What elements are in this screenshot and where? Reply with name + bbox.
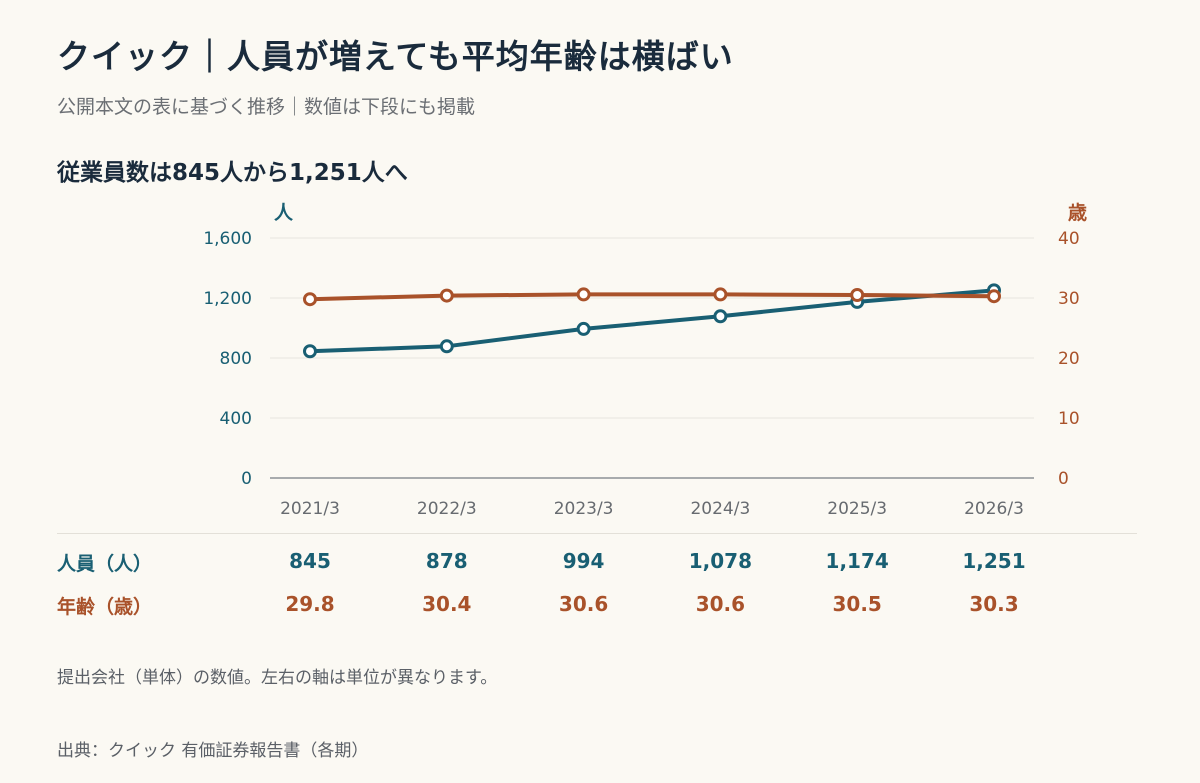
page-title: クイック｜人員が増えても平均年齢は横ばい [57,37,734,76]
right-tick-label: 40 [1058,229,1080,249]
headcount-table-cell: 878 [425,549,468,573]
left-tick-label: 1,600 [203,229,252,249]
table-divider [57,533,1137,534]
age-point [439,288,454,303]
series-lines [308,288,996,354]
x-tick-label: 2023/3 [554,499,614,519]
axes: 0 400 800 1,200 1,600 0 10 20 30 40 2021/3 2022/3 20… [203,229,1079,519]
age-table-cell: 30.4 [422,592,472,616]
headcount-table-cell: 1,251 [962,549,1026,573]
right-tick-label: 20 [1058,349,1080,369]
footnote: 提出会社（単体）の数値。左右の軸は単位が異なります。 [57,668,498,688]
x-tick-label: 2025/3 [827,499,887,519]
right-axis-unit: 歳 [1068,202,1088,224]
headcount-point [576,321,591,336]
age-point [987,289,1001,304]
age-table-cell: 30.5 [832,592,882,616]
age-table-cell: 30.6 [558,592,609,616]
age-table-cell: 30.6 [695,592,746,616]
headcount-table-cell: 1,174 [825,549,889,573]
x-tick-label: 2024/3 [690,499,750,519]
headcount-point [439,339,454,354]
x-tick-label: 2021/3 [280,499,340,519]
age-table-cell: 29.8 [285,592,335,616]
left-tick-label: 0 [241,469,252,489]
age-line [308,292,996,302]
age-point [850,288,865,302]
age-point [576,287,591,302]
headcount-line [308,288,996,354]
age-table-cell: 30.3 [969,592,1019,616]
headcount-row-label: 人員（人） [57,553,153,575]
right-tick-label: 10 [1058,409,1080,429]
headcount-table-cell: 994 [562,549,605,573]
age-point [303,292,317,307]
right-tick-label: 0 [1058,469,1069,489]
headcount-point [713,309,728,324]
age-point [713,287,728,302]
left-tick-label: 1,200 [203,289,252,309]
x-tick-label: 2022/3 [417,499,477,519]
chart-heading: 従業員数は845人から1,251人へ [57,160,408,186]
grid-lines [270,237,1034,419]
left-tick-label: 400 [220,409,252,429]
series-points [303,283,1001,359]
left-axis-unit: 人 [274,202,294,224]
age-row-label: 年齢（歳） [57,596,153,618]
line-chart: 0 400 800 1,200 1,600 0 10 20 30 40 2021/3 2022/3 20… [203,229,1079,519]
headcount-table-cell: 845 [289,549,331,573]
headcount-table-cell: 1,078 [688,549,753,573]
right-tick-label: 30 [1058,289,1080,309]
x-tick-label: 2026/3 [964,499,1024,519]
page-subtitle: 公開本文の表に基づく推移｜数値は下段にも掲載 [57,96,476,118]
source-citation: 出典：クイック 有価証券報告書（各期） [57,741,369,761]
left-tick-label: 800 [220,349,252,369]
headcount-point [303,344,317,359]
